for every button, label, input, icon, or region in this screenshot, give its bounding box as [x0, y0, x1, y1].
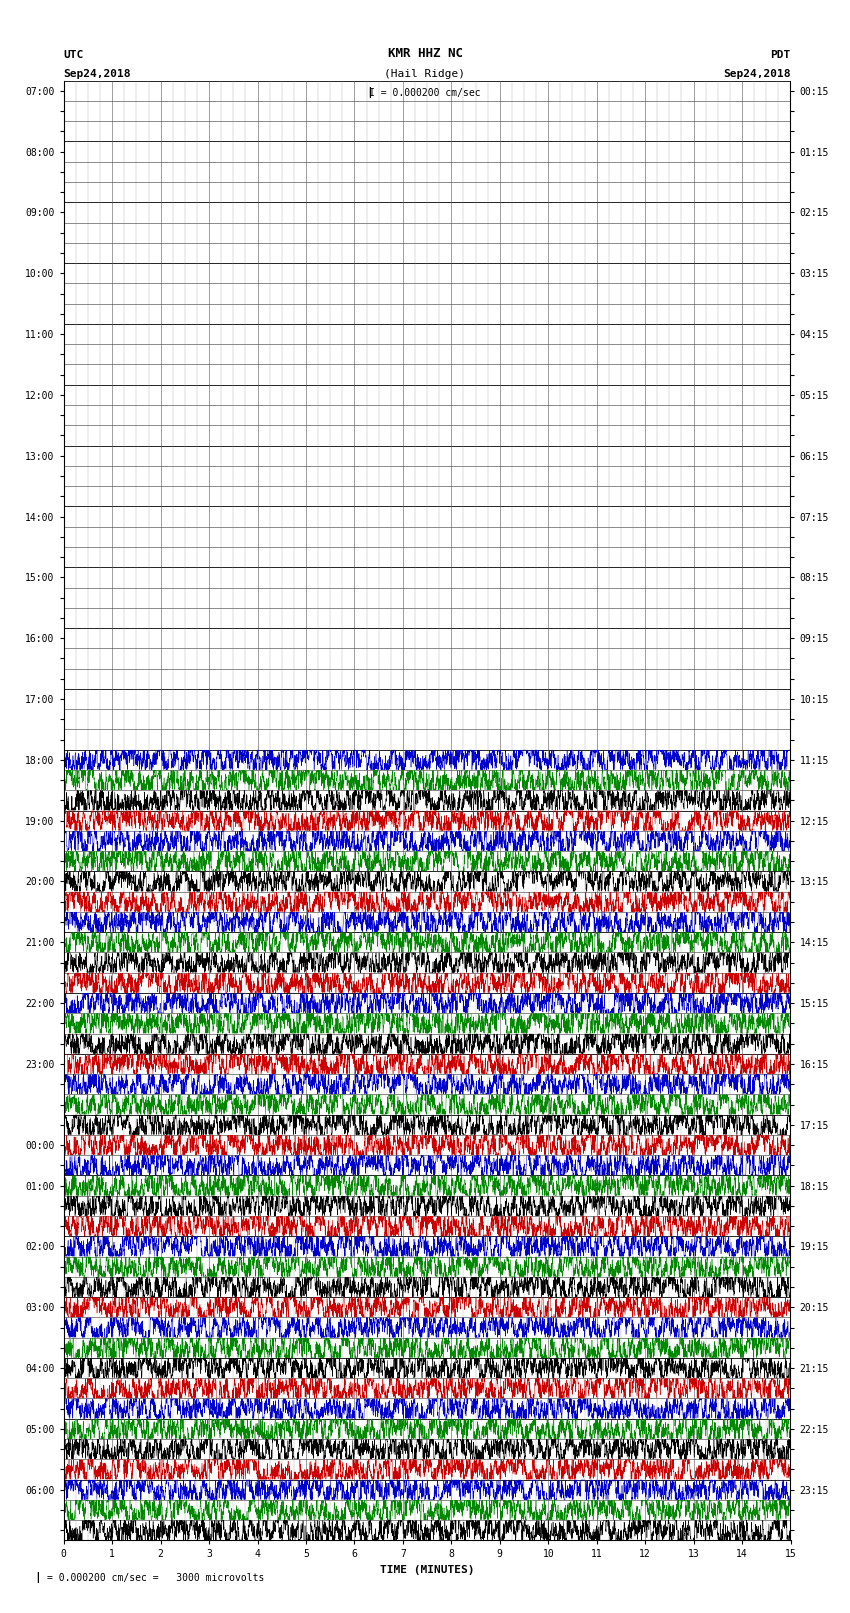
Text: I = 0.000200 cm/sec: I = 0.000200 cm/sec — [369, 87, 481, 97]
Text: Sep24,2018: Sep24,2018 — [64, 69, 131, 79]
X-axis label: TIME (MINUTES): TIME (MINUTES) — [380, 1565, 474, 1574]
Text: |: | — [366, 87, 373, 97]
Text: KMR HHZ NC: KMR HHZ NC — [388, 47, 462, 60]
Text: UTC: UTC — [64, 50, 84, 60]
Text: Sep24,2018: Sep24,2018 — [723, 69, 791, 79]
Text: (Hail Ridge): (Hail Ridge) — [384, 69, 466, 79]
Text: PDT: PDT — [770, 50, 790, 60]
Text: = 0.000200 cm/sec =   3000 microvolts: = 0.000200 cm/sec = 3000 microvolts — [47, 1573, 264, 1582]
Text: |: | — [34, 1573, 41, 1582]
